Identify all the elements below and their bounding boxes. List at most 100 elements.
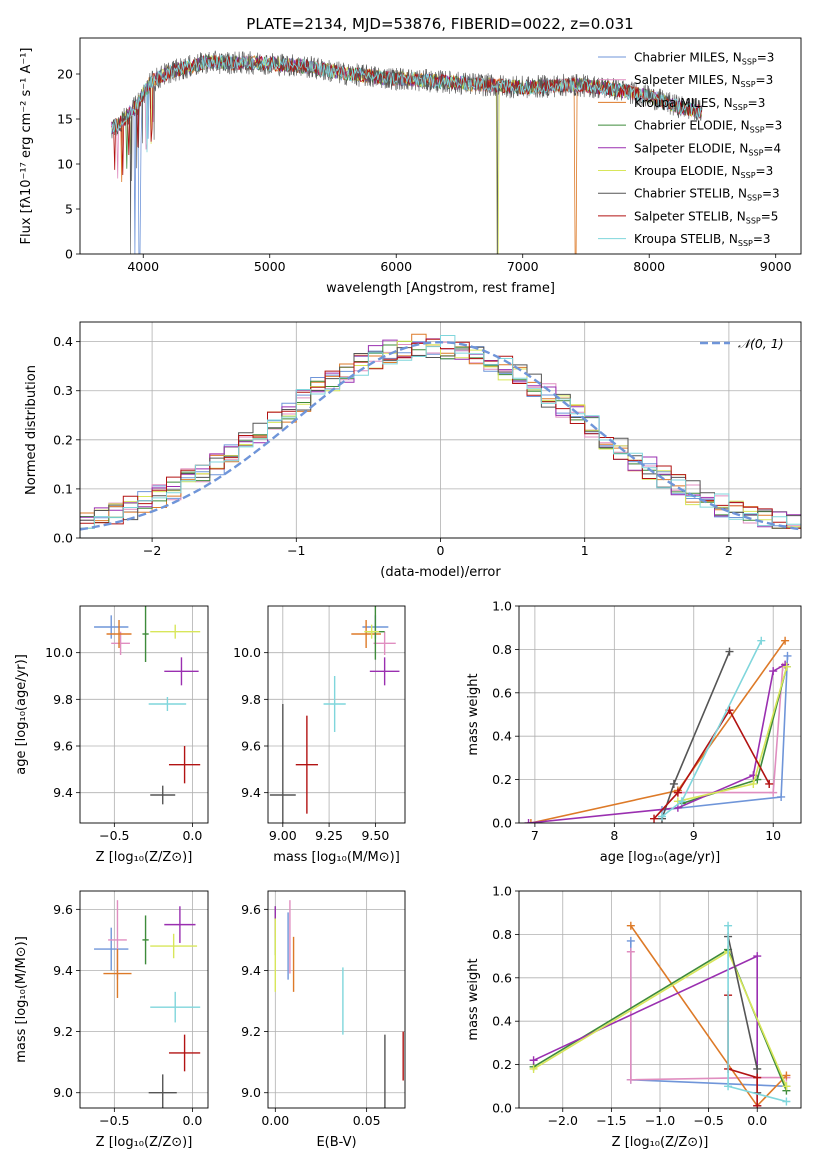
axes-frame	[267, 890, 406, 1109]
y-tick-label: 0.1	[53, 481, 73, 496]
y-tick-label: 0.6	[492, 970, 512, 985]
y-tick-label: 0.6	[492, 685, 512, 700]
weight-marker	[529, 1056, 538, 1065]
weight-line	[528, 663, 786, 823]
weight-marker	[753, 1101, 762, 1108]
weight-marker	[669, 779, 678, 788]
legend-count: =3	[765, 119, 783, 133]
legend-label: Chabrier MILES, NSSP=3	[634, 51, 774, 67]
x-axis-label: Z [log₁₀(Z/Z⊙)]	[612, 1135, 709, 1150]
y-tick-label: 0.4	[53, 334, 73, 349]
x-axis-label: (data-model)/error	[380, 565, 501, 580]
x-tick-label: −2.0	[548, 1113, 578, 1128]
x-tick-label: 9.00	[269, 828, 297, 843]
x-tick-label: −1.0	[645, 1113, 675, 1128]
x-tick-label: 4000	[127, 259, 159, 274]
y-axis-label: mass weight	[466, 673, 481, 755]
x-tick-label: 0.00	[261, 1113, 289, 1128]
legend-subscript: SSP	[748, 148, 763, 157]
y-tick-label: 0	[65, 247, 73, 262]
x-tick-label: −0.5	[693, 1113, 723, 1128]
legend-label: Salpeter ELODIE, NSSP=4	[634, 141, 781, 157]
legend-subscript: SSP	[741, 80, 756, 89]
axes-frame	[518, 605, 802, 824]
weight-marker	[753, 1073, 762, 1082]
weight-line	[653, 708, 770, 820]
spectrum-line	[111, 54, 702, 153]
y-axis-label: mass weight	[466, 958, 481, 1040]
axes-frame	[79, 890, 209, 1109]
y-tick-label: 9.8	[53, 692, 73, 707]
weight-marker	[626, 921, 635, 930]
y-tick-label: 1.0	[492, 884, 512, 899]
weight-marker	[724, 1082, 733, 1091]
weight-marker	[753, 1064, 762, 1073]
legend-count: =3	[756, 164, 774, 178]
legend-label: 𝒩(0, 1)	[738, 336, 784, 351]
legend-label: Chabrier STELIB, NSSP=3	[634, 187, 780, 203]
legend-count: =3	[762, 187, 780, 201]
legend-subscript: SSP	[750, 126, 765, 135]
x-tick-label: 7000	[507, 259, 539, 274]
y-tick-label: 0.2	[492, 772, 512, 787]
legend-label: Salpeter STELIB, NSSP=5	[634, 209, 778, 225]
weight-line	[661, 651, 731, 819]
y-tick-label: 9.0	[241, 1085, 261, 1100]
y-tick-label: 9.6	[241, 739, 261, 754]
y-tick-label: 0.8	[492, 642, 512, 657]
weight-marker	[626, 947, 635, 956]
weight-marker	[524, 819, 533, 823]
x-tick-label: −2	[143, 543, 161, 558]
y-axis-label: Flux [fλ10⁻¹⁷ erg cm⁻² s⁻¹ A⁻¹]	[19, 48, 34, 245]
legend-count: =3	[757, 51, 775, 65]
weight-marker	[782, 662, 791, 671]
y-tick-label: 9.0	[53, 1085, 73, 1100]
chart-spectrum: 4000 5000 6000 7000 8000 9000 0 5 10 15 20 waveleng…	[19, 37, 802, 296]
y-tick-label: 1.0	[492, 599, 512, 614]
histogram-step	[80, 335, 801, 538]
plot-area	[94, 606, 201, 805]
plot-area	[80, 333, 801, 538]
y-tick-label: 10.0	[233, 645, 261, 660]
x-tick-label: 6000	[380, 259, 412, 274]
y-tick-label: 9.2	[53, 1024, 73, 1039]
x-tick-label: 1	[581, 543, 589, 558]
legend-subscript: SSP	[746, 216, 761, 225]
weight-marker	[757, 636, 766, 645]
x-axis-label: E(B-V)	[316, 1135, 356, 1150]
spectrum-line	[111, 54, 702, 176]
axes-frame	[518, 890, 802, 1109]
y-tick-label: 0.0	[492, 1101, 512, 1116]
chart-weight-vs-age: 7 8 9 10 0.0 0.2 0.4 0.6 0.8 1.0 age [log₁₀(age/yr…	[466, 599, 802, 865]
chart-weight-vs-Z: −2.0 −1.5 −1.0 −0.5 0.0 0.0 0.2 0.4 0.6 0.8 1.0 Z […	[466, 884, 802, 1150]
weight-marker	[781, 636, 790, 645]
weight-marker	[769, 788, 778, 797]
y-tick-label: 15	[57, 112, 73, 127]
x-tick-label: 9000	[760, 259, 792, 274]
plot-area	[529, 921, 791, 1108]
y-axis-label: Normed distribution	[24, 365, 39, 495]
y-tick-label: 0.2	[53, 432, 73, 447]
x-tick-label: 9.25	[315, 828, 343, 843]
x-tick-label: −1	[287, 543, 305, 558]
legend-label: Kroupa MILES, NSSP=3	[634, 96, 765, 112]
axes-frame	[79, 37, 802, 255]
legend-subscript: SSP	[733, 103, 748, 112]
x-tick-label: −0.5	[99, 828, 129, 843]
x-tick-label: −0.5	[99, 1113, 129, 1128]
weight-marker	[765, 779, 774, 788]
weight-marker	[626, 936, 635, 945]
x-tick-label: 8000	[633, 259, 665, 274]
plot-area	[524, 636, 792, 823]
weight-marker	[769, 667, 778, 676]
y-tick-label: 10	[57, 157, 73, 172]
weight-marker	[749, 779, 758, 788]
y-axis-label: age [log₁₀(age/yr)]	[14, 654, 29, 775]
legend-label: Kroupa ELODIE, NSSP=3	[634, 164, 773, 180]
x-tick-label: 0.0	[182, 1113, 202, 1128]
x-axis-label: mass [log₁₀(M/M⊙)]	[273, 850, 400, 865]
weight-marker	[783, 651, 792, 660]
legend-subscript: SSP	[747, 194, 762, 203]
x-tick-label: 9	[690, 828, 698, 843]
chart-residuals: −2 −1 0 1 2 0.0 0.1 0.2 0.3 0.4 (data-model)/error…	[24, 321, 802, 580]
